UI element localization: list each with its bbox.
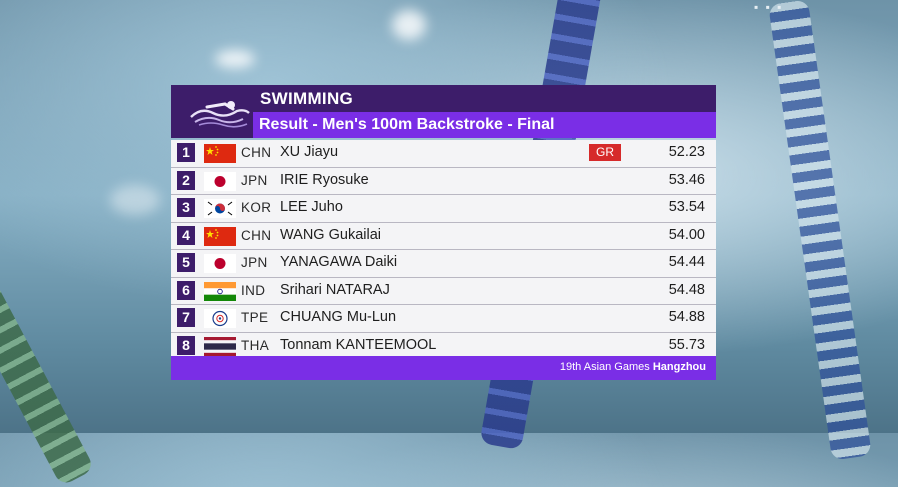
sport-title: SWIMMING	[260, 89, 354, 108]
finish-time: 53.46	[668, 171, 705, 188]
record-badge: GR	[589, 144, 621, 161]
thailand-flag-icon	[204, 336, 236, 356]
rank-badge: 4	[177, 225, 195, 245]
rank-badge: 7	[177, 308, 195, 327]
country-code: CHN	[241, 145, 272, 160]
result-row: 2 JPN IRIE Ryosuke 53.46	[171, 167, 716, 195]
results-list: 1 CHN XU Jiayu GR 52.23 2 JPN IRIE Ryosuke 53.46…	[171, 140, 716, 360]
light-glare	[110, 185, 160, 215]
event-title: Result - Men's 100m Backstroke - Final	[259, 116, 555, 133]
athlete-name: XU Jiayu	[280, 144, 339, 160]
underwater-pool-background: ▪ ▪ ▪	[0, 0, 872, 487]
event-subtitle-bar: Result - Men's 100m Backstroke - Final	[253, 112, 716, 138]
china-flag-icon	[204, 144, 236, 163]
chinese-taipei-flag-icon	[204, 309, 236, 328]
broadcast-watermark: ▪ ▪ ▪	[754, 0, 784, 14]
india-flag-icon	[204, 281, 236, 301]
rank-badge: 6	[177, 280, 195, 300]
finish-time: 54.00	[668, 226, 705, 243]
games-name: 19th Asian Games	[559, 361, 650, 373]
light-glare	[215, 50, 255, 68]
result-row: 1 CHN XU Jiayu GR 52.23	[171, 140, 716, 168]
finish-time: 54.88	[668, 309, 705, 325]
athlete-name: LEE Juho	[280, 199, 343, 215]
results-board: SWIMMING Result - Men's 100m Backstroke …	[171, 85, 716, 381]
rank-badge: 8	[177, 335, 195, 355]
rank-badge: 3	[177, 198, 195, 217]
country-code: TPE	[241, 310, 269, 325]
finish-time: 54.44	[668, 254, 705, 270]
country-code: JPN	[241, 255, 268, 270]
athlete-name: Tonnam KANTEEMOOL	[280, 336, 437, 353]
lane-rope-white	[768, 0, 872, 461]
athlete-name: WANG Gukailai	[280, 226, 381, 243]
country-code: KOR	[241, 200, 272, 215]
games-credit: 19th Asian Games Hangzhou	[560, 361, 706, 373]
finish-time: 54.48	[668, 281, 705, 298]
country-code: JPN	[241, 172, 268, 188]
board-header: SWIMMING Result - Men's 100m Backstroke …	[171, 85, 716, 138]
result-row: 7 TPE CHUANG Mu-Lun 54.88	[171, 305, 716, 333]
country-code: IND	[241, 282, 266, 298]
japan-flag-icon	[204, 171, 236, 191]
korea-flag-icon	[204, 199, 236, 218]
athlete-name: YANAGAWA Daiki	[280, 254, 398, 270]
rank-badge: 2	[177, 170, 195, 190]
finish-time: 52.23	[668, 144, 705, 160]
result-row: 3 KOR LEE Juho 53.54	[171, 195, 716, 223]
country-code: THA	[241, 337, 270, 353]
rank-badge: 5	[177, 253, 195, 272]
result-row: 6 IND Srihari NATARAJ 54.48	[171, 277, 716, 305]
result-row: 5 JPN YANAGAWA Daiki 54.44	[171, 250, 716, 278]
swimming-pictogram-icon	[190, 101, 250, 128]
lane-rope-green	[0, 133, 95, 487]
rank-badge: 1	[177, 143, 195, 162]
board-footer: 19th Asian Games Hangzhou	[171, 356, 716, 380]
finish-time: 55.73	[668, 336, 705, 353]
finish-time: 53.54	[668, 199, 705, 215]
light-glare	[392, 10, 426, 40]
result-row: 4 CHN WANG Gukailai 54.00	[171, 222, 716, 250]
result-row: 8 THA Tonnam KANTEEMOOL 55.73	[171, 332, 716, 360]
country-code: CHN	[241, 227, 272, 243]
athlete-name: CHUANG Mu-Lun	[280, 309, 397, 325]
athlete-name: Srihari NATARAJ	[280, 281, 390, 298]
athlete-name: IRIE Ryosuke	[280, 171, 369, 188]
games-city: Hangzhou	[652, 361, 706, 373]
japan-flag-icon	[204, 254, 236, 273]
china-flag-icon	[204, 226, 236, 246]
